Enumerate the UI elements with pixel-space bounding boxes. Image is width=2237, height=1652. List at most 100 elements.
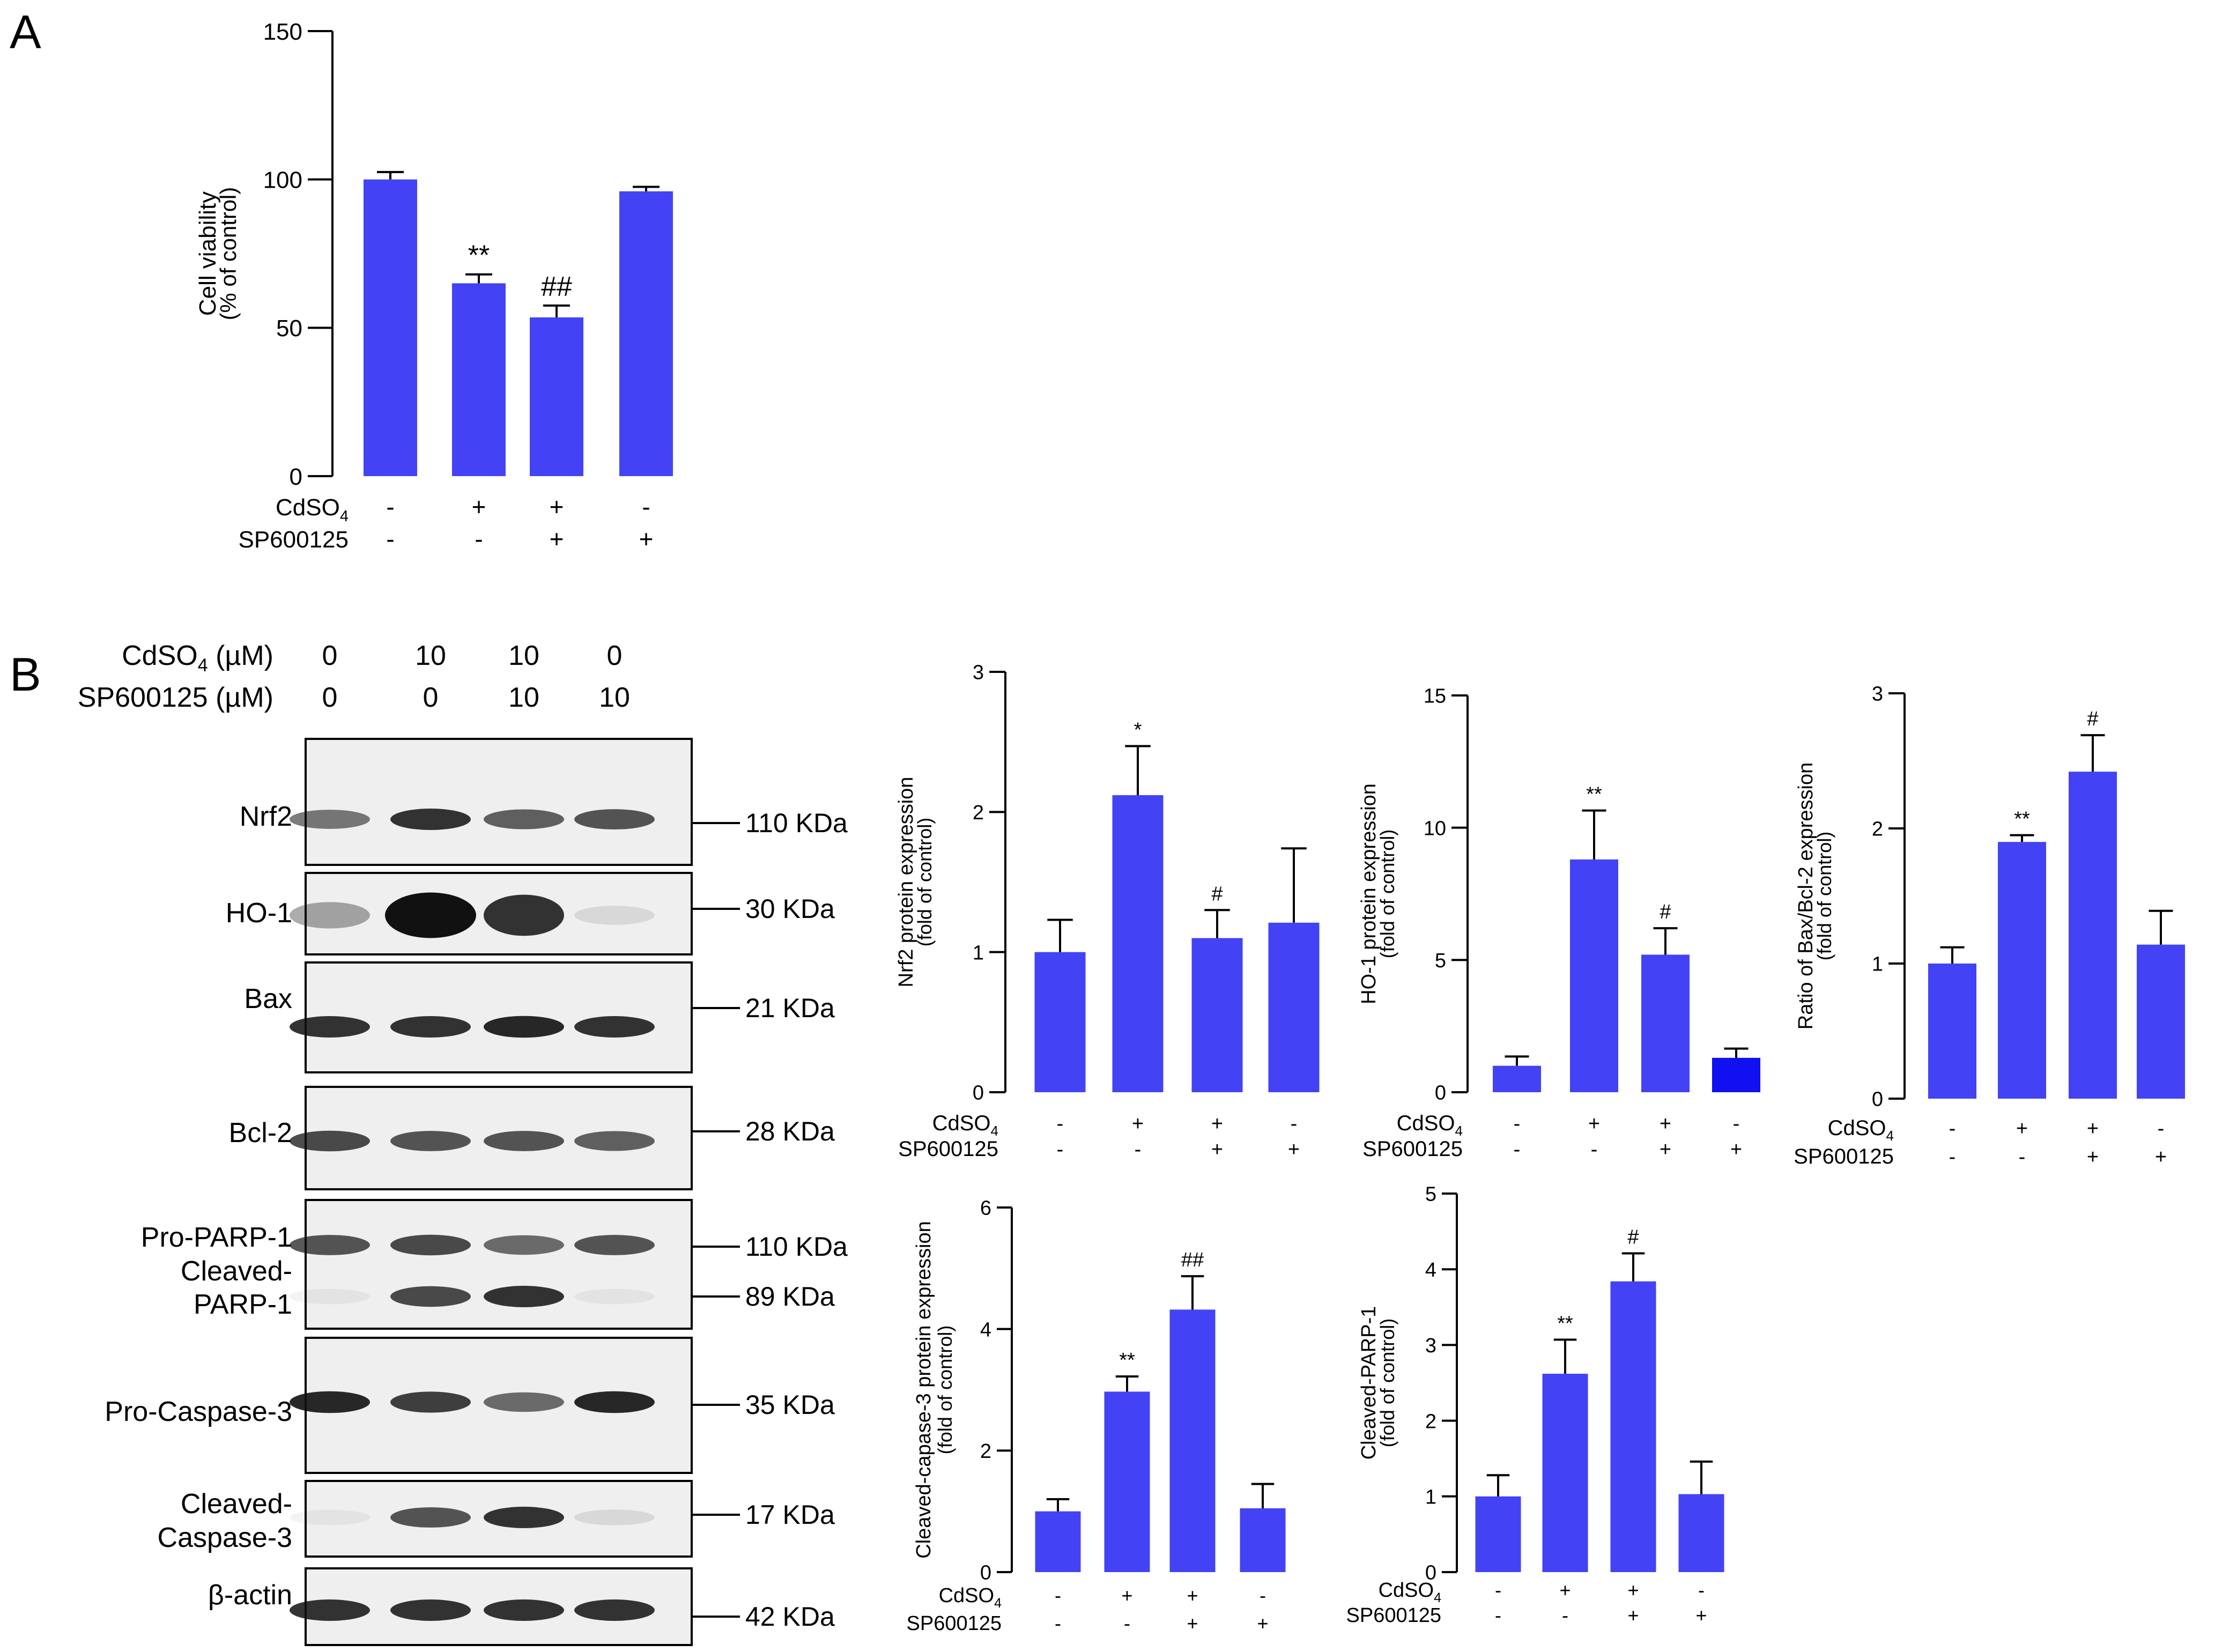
y-tick-label: 0 [980, 1562, 991, 1584]
panel-label-b: B [10, 648, 41, 701]
bar [1169, 1309, 1216, 1572]
bar [1998, 842, 2046, 1099]
sp600125-sign: + [1730, 1138, 1742, 1161]
band [290, 1016, 370, 1038]
sp600125-sign: - [1562, 1604, 1568, 1626]
dose-cd-value: 0 [607, 640, 623, 671]
y-tick-label: 1 [1425, 1486, 1436, 1508]
y-axis-label: HO-1 protein expression [1358, 783, 1380, 1004]
blot-nrf2: Nrf2 110 KDa [240, 738, 848, 866]
chart-4: 0 1 2 3 Ratio of Bax/Bcl-2 expression(fold o… [1794, 683, 2185, 1168]
y-tick-label: 5 [1435, 950, 1446, 972]
y-tick-label: 3 [1872, 683, 1883, 706]
y-tick-label: 6 [980, 1197, 991, 1220]
cdso4-sign: - [1949, 1117, 1956, 1140]
blot-frame [305, 1199, 693, 1330]
cdso4-label: CdSO4 [276, 494, 349, 525]
chart-1: 0 50 100 150 Cell viability(% of control) ** #… [195, 19, 673, 553]
band [574, 1288, 655, 1305]
cdso4-sign: - [1514, 1113, 1521, 1135]
significance-label: ** [468, 240, 490, 271]
dose-cd-label: CdSO4 (µM) [122, 640, 273, 676]
cdso4-label: CdSO4 [1397, 1112, 1463, 1139]
band [390, 1131, 471, 1151]
sp600125-sign: - [1135, 1138, 1142, 1161]
panel-label-a: A [10, 5, 41, 58]
y-tick-label: 0 [973, 1082, 984, 1105]
band [290, 902, 370, 929]
significance-label: # [1211, 883, 1223, 905]
bar [619, 191, 673, 476]
cdso4-sign: + [472, 493, 486, 521]
y-axis-label-2: (fold of control) [1376, 1318, 1398, 1448]
band [390, 1507, 471, 1528]
band [290, 1235, 370, 1255]
significance-label: # [1660, 901, 1671, 923]
y-axis-label: Cleaved-capase-3 protein expression [913, 1221, 935, 1558]
y-tick-label: 0 [290, 464, 302, 490]
band [574, 906, 655, 925]
sp600125-sign: - [1057, 1138, 1064, 1161]
significance-label: ** [1586, 783, 1602, 806]
sp600125-sign: + [1211, 1138, 1223, 1161]
band [574, 1509, 655, 1525]
cdso4-sign: - [1291, 1113, 1298, 1135]
bar [1712, 1057, 1760, 1092]
sp600125-sign: - [2019, 1146, 2026, 1168]
protein-label: Nrf2 [240, 801, 292, 832]
cdso4-sign: - [1260, 1584, 1266, 1606]
cdso4-sign: - [1733, 1113, 1740, 1135]
sp600125-sign: + [1288, 1138, 1300, 1161]
significance-label: ** [1119, 1349, 1135, 1372]
protein-label: Bcl-2 [229, 1117, 292, 1149]
blot-bcl-2: Bcl-2 28 KDa [229, 1086, 835, 1190]
sp600125-label: SP600125 [1362, 1137, 1463, 1161]
significance-label: # [2087, 708, 2098, 730]
bar [1475, 1496, 1521, 1572]
significance-label: ## [1181, 1249, 1204, 1271]
y-tick-label: 2 [1425, 1410, 1436, 1433]
kda-label: 21 KDa [745, 993, 835, 1023]
cdso4-sign: - [1495, 1579, 1501, 1601]
sp600125-sign: + [1695, 1604, 1707, 1626]
cdso4-sign: - [1698, 1579, 1705, 1601]
y-axis-label: Ratio of Bax/Bcl-2 expression [1795, 762, 1817, 1029]
sp600125-sign: - [475, 525, 483, 553]
sp600125-sign: - [1591, 1138, 1598, 1161]
band [390, 1016, 471, 1038]
cdso4-sign: + [1559, 1579, 1571, 1601]
band [484, 1016, 564, 1038]
band [484, 1392, 564, 1412]
band [290, 1130, 370, 1152]
protein-label: Caspase-3 [158, 1522, 292, 1553]
bar [1641, 954, 1690, 1092]
y-tick-label: 4 [980, 1318, 991, 1341]
sp600125-label: SP600125 [1346, 1604, 1442, 1627]
blot-pro-caspase-3: Pro-Caspase-3 35 KDa [105, 1337, 835, 1474]
y-tick-label: 4 [1425, 1259, 1436, 1281]
dose-cd-value: 0 [322, 640, 338, 671]
blot-frame [305, 738, 693, 866]
blot-cleaved-: Cleaved-Caspase-3 17 KDa [158, 1480, 835, 1558]
cdso4-sign: - [2158, 1117, 2165, 1140]
significance-label: ** [1557, 1313, 1573, 1335]
y-tick-label: 15 [1424, 685, 1446, 708]
kda-label: 89 KDa [745, 1281, 835, 1312]
chart-2: 0 1 2 3 Nrf2 protein expression(fold of cont… [895, 662, 1320, 1161]
dose-sp-value: 10 [599, 682, 630, 713]
cdso4-sign: + [1187, 1584, 1198, 1606]
western-blot-panel: CdSO4 (µM) SP600125 (µM) 0 10 10 0 0 0 10 10 Nrf2 1… [78, 640, 848, 1646]
dose-cd-value: 10 [508, 640, 539, 671]
cdso4-sign: + [1132, 1113, 1144, 1135]
protein-label: Bax [244, 983, 292, 1014]
y-tick-label: 2 [973, 802, 984, 824]
y-axis-label-2: (fold of control) [914, 818, 936, 947]
cdso4-sign: - [1055, 1584, 1061, 1606]
y-tick-label: 2 [1872, 818, 1883, 841]
band [574, 1391, 655, 1413]
band [484, 1235, 564, 1255]
chart-3: 0 5 10 15 HO-1 protein expression(fold of co… [1358, 685, 1760, 1161]
kda-label: 42 KDa [745, 1602, 835, 1632]
cdso4-sign: - [386, 493, 394, 521]
